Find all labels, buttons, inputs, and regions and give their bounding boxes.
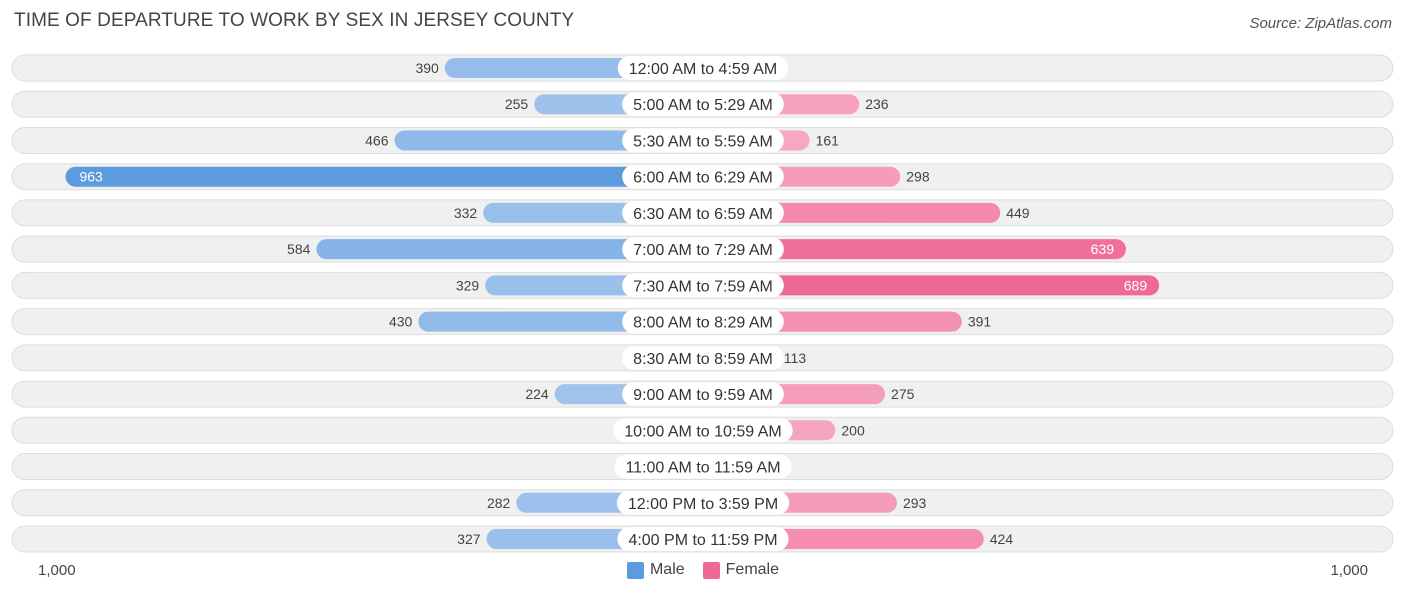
- axis-left-label: 1,000: [38, 562, 76, 579]
- legend-swatch-male: [626, 561, 644, 579]
- female-value-label: 449: [1006, 205, 1030, 221]
- female-value-label: 161: [816, 132, 840, 148]
- female-value-label: 113: [784, 350, 807, 366]
- female-bar: [703, 239, 1127, 260]
- legend-label-male: Male: [649, 561, 685, 578]
- male-bar: [316, 239, 703, 260]
- female-bar: [703, 275, 1160, 296]
- female-value-label: 689: [1124, 277, 1148, 293]
- male-value-label: 584: [287, 241, 311, 257]
- category-label: 7:30 AM to 7:59 AM: [633, 278, 773, 295]
- category-label: 8:30 AM to 8:59 AM: [633, 351, 773, 368]
- female-value-label: 298: [906, 169, 930, 185]
- category-label-pill: [617, 56, 789, 80]
- category-label-pill: [622, 128, 784, 153]
- male-value-label: 332: [454, 205, 478, 221]
- category-label-pill: [622, 345, 784, 370]
- male-bar: [65, 166, 703, 187]
- category-label: 12:00 PM to 3:59 PM: [628, 496, 778, 513]
- male-value-label: 466: [365, 132, 389, 148]
- female-value-label: 424: [990, 531, 1014, 547]
- category-label: 9:00 AM to 9:59 AM: [633, 387, 773, 404]
- axis-right-label: 1,000: [1330, 562, 1368, 579]
- female-value-label: 639: [1091, 241, 1115, 257]
- category-label: 6:00 AM to 6:29 AM: [633, 170, 773, 187]
- category-label: 8:00 AM to 8:29 AM: [633, 315, 773, 332]
- male-value-label: 224: [525, 386, 549, 402]
- female-value-label: 391: [968, 314, 992, 330]
- category-label: 10:00 AM to 10:59 AM: [624, 423, 781, 440]
- category-label-pill: [622, 382, 784, 407]
- male-value-label: 430: [389, 314, 413, 330]
- male-value-label: 255: [505, 96, 529, 112]
- legend-label-female: Female: [725, 561, 780, 578]
- chart-title: TIME OF DEPARTURE TO WORK BY SEX IN JERS…: [14, 10, 575, 31]
- category-label: 11:00 AM to 11:59 AM: [625, 460, 780, 477]
- category-label-pill: [622, 200, 784, 225]
- category-label-pill: [613, 418, 793, 443]
- male-value-label: 390: [415, 60, 439, 76]
- female-value-label: 200: [841, 422, 865, 438]
- category-label-pill: [622, 237, 784, 262]
- category-label: 6:30 AM to 6:59 AM: [633, 206, 773, 223]
- category-label-pill: [617, 526, 789, 551]
- male-value-label: 329: [456, 277, 480, 293]
- female-value-label: 236: [865, 96, 889, 112]
- male-value-label: 327: [457, 531, 481, 547]
- legend-item-male: Male: [626, 561, 685, 579]
- category-label: 5:30 AM to 5:59 AM: [633, 133, 773, 150]
- female-value-label: 293: [903, 495, 927, 511]
- category-label-pill: [622, 164, 784, 189]
- female-value-label: 275: [891, 386, 915, 402]
- category-label: 7:00 AM to 7:29 AM: [633, 242, 773, 259]
- category-label-pill: [616, 490, 790, 515]
- category-label-pill: [622, 273, 784, 298]
- category-label-pill: [614, 454, 792, 479]
- male-value-label: 963: [79, 169, 103, 185]
- category-label: 12:00 AM to 4:59 AM: [629, 61, 778, 78]
- male-value-label: 282: [487, 495, 511, 511]
- legend-item-female: Female: [702, 561, 780, 579]
- category-label-pill: [622, 92, 784, 117]
- category-label: 5:00 AM to 5:29 AM: [633, 97, 773, 114]
- category-label: 4:00 PM to 11:59 PM: [628, 532, 777, 549]
- legend: Male Female: [0, 561, 1406, 579]
- legend-swatch-female: [702, 561, 720, 579]
- category-label-pill: [622, 309, 784, 334]
- source-note: Source: ZipAtlas.com: [1249, 15, 1392, 32]
